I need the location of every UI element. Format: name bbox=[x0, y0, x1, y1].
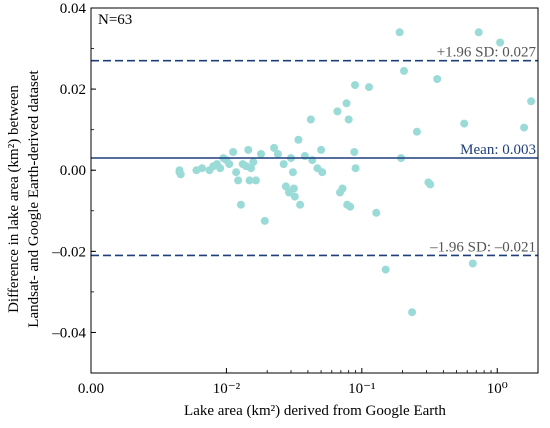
y-tick-label: 0.00 bbox=[60, 163, 86, 179]
data-point bbox=[424, 178, 432, 186]
x-tick-label: 10⁰ bbox=[487, 381, 508, 397]
x-tick-label: 0.00 bbox=[78, 381, 104, 397]
data-point bbox=[350, 148, 358, 156]
data-point bbox=[400, 67, 408, 75]
mean-line-label: Mean: 0.003 bbox=[460, 142, 536, 158]
data-point bbox=[351, 81, 359, 89]
data-point bbox=[289, 168, 297, 176]
data-point bbox=[318, 168, 326, 176]
data-point bbox=[308, 156, 316, 164]
data-point bbox=[527, 97, 535, 105]
data-point bbox=[290, 185, 298, 193]
data-point bbox=[232, 168, 240, 176]
data-point bbox=[365, 83, 373, 91]
data-point bbox=[280, 160, 288, 168]
data-point bbox=[234, 176, 242, 184]
data-point bbox=[274, 150, 282, 158]
lower-line-label: –1.96 SD: –0.021 bbox=[429, 239, 536, 255]
data-point bbox=[408, 308, 416, 316]
data-point bbox=[198, 164, 206, 172]
data-point bbox=[460, 120, 468, 128]
y-tick-label: 0.04 bbox=[60, 1, 87, 17]
data-point bbox=[216, 164, 224, 172]
data-point bbox=[343, 99, 351, 107]
data-point bbox=[244, 146, 252, 154]
x-axis-label: Lake area (km²) derived from Google Eart… bbox=[184, 403, 446, 419]
data-point bbox=[249, 158, 257, 166]
data-point bbox=[520, 124, 528, 132]
data-point bbox=[333, 107, 341, 115]
data-point bbox=[237, 201, 245, 209]
sample-size-annotation: N=63 bbox=[98, 12, 132, 28]
data-point bbox=[296, 201, 304, 209]
data-point bbox=[317, 146, 325, 154]
data-point bbox=[225, 160, 233, 168]
data-point bbox=[433, 75, 441, 83]
data-point bbox=[382, 266, 390, 274]
data-point bbox=[352, 164, 360, 172]
data-point bbox=[257, 150, 265, 158]
data-point bbox=[345, 116, 353, 124]
data-point bbox=[294, 136, 302, 144]
data-point bbox=[475, 28, 483, 36]
data-point bbox=[252, 176, 260, 184]
data-point bbox=[291, 193, 299, 201]
y-axis-label-line2: Landsat- and Google Earth-derived datase… bbox=[26, 69, 42, 327]
x-tick-label: 10⁻² bbox=[213, 381, 241, 397]
data-point bbox=[413, 128, 421, 136]
data-point bbox=[346, 203, 354, 211]
y-tick-label: 0.02 bbox=[60, 82, 86, 98]
data-point bbox=[307, 116, 315, 124]
data-point bbox=[396, 28, 404, 36]
data-point bbox=[261, 217, 269, 225]
y-tick-label: –0.02 bbox=[51, 244, 86, 260]
data-point bbox=[372, 209, 380, 217]
x-tick-label: 10⁻¹ bbox=[348, 381, 375, 397]
data-point bbox=[229, 148, 237, 156]
y-tick-label: –0.04 bbox=[51, 325, 86, 341]
upper-line-label: +1.96 SD: 0.027 bbox=[437, 45, 537, 61]
data-point bbox=[469, 260, 477, 268]
y-axis-label-line1: Difference in lake area (km²) between bbox=[6, 85, 22, 313]
data-point bbox=[177, 170, 185, 178]
data-point bbox=[339, 185, 347, 193]
